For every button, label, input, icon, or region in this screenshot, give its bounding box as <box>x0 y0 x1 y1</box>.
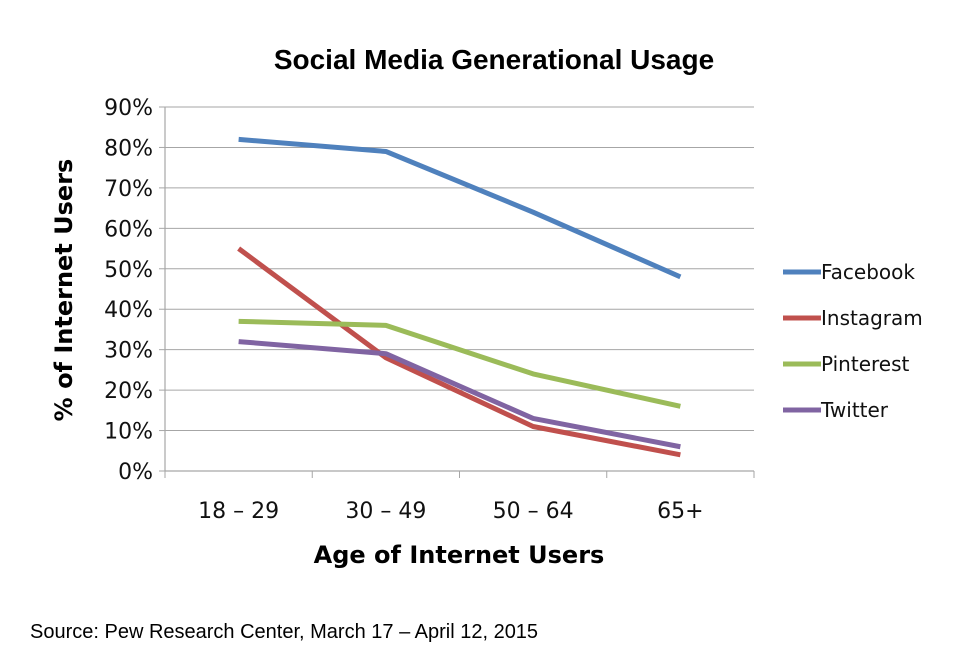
legend-label-instagram: Instagram <box>821 306 923 330</box>
series-lines <box>237 136 682 458</box>
legend-label-twitter: Twitter <box>820 398 889 422</box>
x-axis-label: Age of Internet Users <box>314 541 605 569</box>
y-tick-label: 40% <box>104 298 153 323</box>
y-tick-label: 60% <box>104 217 153 242</box>
legend-label-facebook: Facebook <box>821 260 915 284</box>
source-note: Source: Pew Research Center, March 17 – … <box>30 621 539 643</box>
series-line-instagram <box>237 246 681 458</box>
y-axis-ticks: 0% 10% 20% 30% 40% 50% 60% 70% 80% 90% <box>104 96 153 485</box>
y-tick-label: 70% <box>104 177 153 202</box>
y-tick-label: 50% <box>104 258 153 283</box>
series-line-facebook <box>238 136 682 280</box>
y-tick-label: 0% <box>118 460 153 485</box>
x-tick-label: 18 – 29 <box>198 499 279 524</box>
y-tick-label: 10% <box>104 420 153 445</box>
legend: Facebook Instagram Pinterest Twitter <box>783 260 923 422</box>
y-tick-label: 20% <box>104 379 153 404</box>
x-tick-label: 30 – 49 <box>345 499 426 524</box>
y-tick-label: 30% <box>104 339 153 364</box>
x-axis-ticks: 18 – 29 30 – 49 50 – 64 65+ <box>198 499 703 524</box>
x-tick-label: 65+ <box>657 499 703 524</box>
legend-label-pinterest: Pinterest <box>821 352 910 376</box>
y-axis-label: % of Internet Users <box>50 159 78 422</box>
y-tick-label: 90% <box>104 96 153 121</box>
y-tick-label: 80% <box>104 136 153 161</box>
chart-title: Social Media Generational Usage <box>274 44 714 75</box>
series-line-pinterest <box>238 318 681 409</box>
x-tick-label: 50 – 64 <box>493 499 574 524</box>
axes <box>159 106 755 478</box>
series-line-twitter <box>238 339 681 450</box>
